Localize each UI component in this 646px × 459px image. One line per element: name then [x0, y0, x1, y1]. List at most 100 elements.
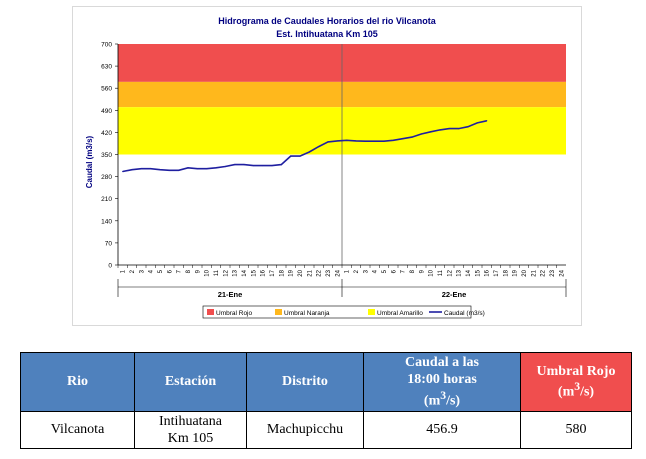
header-caudal-line1: Caudal a las: [405, 354, 479, 370]
cell-estacion: Intihuatana Km 105: [134, 411, 247, 449]
x-tick-label: 15: [475, 269, 481, 276]
y-tick-label: 630: [101, 64, 112, 71]
x-tick-label: 14: [466, 269, 472, 276]
x-tick-label: 21: [531, 269, 537, 276]
x-tick-label: 18: [503, 269, 509, 276]
header-umbral-rojo: Umbral Rojo (m3/s): [520, 352, 632, 412]
x-tick-label: 14: [242, 269, 248, 276]
hydrograph-chart: Hidrograma de Caudales Horarios del rio …: [72, 6, 582, 326]
x-tick-label: 17: [270, 269, 276, 276]
x-tick-label: 23: [326, 269, 332, 276]
x-tick-label: 16: [261, 269, 267, 276]
x-tick-label: 5: [382, 269, 388, 273]
y-axis-label: Caudal (m3/s): [85, 135, 94, 188]
x-tick-label: 1: [121, 269, 127, 273]
table-header-row: Rio Estación Distrito Caudal a las 18:00…: [20, 352, 632, 412]
data-point: [402, 138, 404, 140]
data-point: [280, 164, 282, 166]
legend-label: Umbral Amarillo: [377, 310, 423, 317]
x-tick-label: 21: [307, 269, 313, 276]
x-tick-label: 3: [139, 269, 145, 273]
cell-distrito: Machupicchu: [246, 411, 364, 449]
legend-box: [202, 305, 472, 319]
x-tick-label: 17: [494, 269, 500, 276]
y-tick-label: 0: [108, 263, 112, 270]
header-distrito: Distrito: [246, 352, 364, 412]
legend-label: Umbral Rojo: [216, 310, 253, 317]
data-point: [308, 151, 310, 153]
chart-title: Hidrograma de Caudales Horarios del rio …: [218, 16, 436, 26]
x-tick-label: 10: [205, 269, 211, 276]
data-point: [271, 164, 273, 167]
header-rio: Rio: [20, 352, 135, 412]
x-tick-label: 6: [167, 269, 173, 273]
y-tick-label: 140: [101, 218, 112, 225]
x-tick-label: 11: [438, 269, 444, 276]
x-tick-label: 22: [541, 269, 547, 276]
data-point: [383, 140, 385, 142]
header-caudal-line2: 18:00 horas: [407, 372, 477, 388]
x-tick-label: 20: [522, 269, 528, 276]
data-point: [187, 167, 189, 169]
x-tick-label: 20: [298, 269, 304, 276]
data-point: [243, 164, 245, 166]
legend-swatch: [207, 309, 214, 315]
data-point: [448, 128, 450, 130]
data-point: [215, 167, 217, 169]
data-point: [252, 164, 254, 167]
header-umbral-unit-open: (m: [557, 384, 575, 400]
x-tick-label: 2: [354, 269, 360, 273]
x-tick-label: 16: [485, 269, 491, 276]
x-tick-label: 9: [419, 269, 425, 273]
data-point: [178, 169, 180, 171]
x-tick-label: 7: [401, 269, 407, 273]
header-caudal-unit-close: /s): [446, 393, 461, 409]
x-tick-label: 15: [251, 269, 257, 276]
x-tick-label: 23: [550, 269, 556, 276]
data-point: [224, 165, 226, 168]
x-tick-label: 2: [130, 269, 136, 273]
data-point: [374, 140, 376, 142]
data-point: [467, 126, 469, 128]
chart-subtitle: Est. Intihuatana Km 105: [276, 29, 378, 39]
data-point: [140, 168, 142, 170]
data-point: [159, 169, 161, 171]
data-point: [336, 140, 338, 142]
data-point: [318, 146, 320, 148]
y-tick-label: 420: [101, 130, 112, 137]
x-tick-label: 13: [233, 269, 239, 276]
y-tick-label: 350: [101, 152, 112, 159]
legend-label: Caudal (m3/s): [444, 310, 485, 317]
x-tick-label: 8: [186, 269, 192, 273]
data-point: [364, 140, 366, 142]
x-tick-label: 18: [279, 269, 285, 276]
x-tick-label: 11: [214, 269, 220, 276]
data-point: [206, 168, 208, 170]
x-tick-label: 8: [410, 269, 416, 273]
x-tick-label: 4: [373, 269, 379, 273]
x-tick-label: 3: [363, 269, 369, 273]
y-tick-label: 700: [101, 42, 112, 49]
x-tick-label: 24: [559, 269, 565, 276]
data-point: [411, 136, 413, 138]
x-tick-label: 12: [447, 269, 453, 276]
data-point: [299, 155, 301, 157]
data-point: [346, 139, 348, 141]
x-tick-label: 12: [223, 269, 229, 276]
data-point: [168, 169, 170, 171]
data-point: [196, 168, 198, 170]
x-tick-label: 22: [317, 269, 323, 276]
data-point: [430, 131, 432, 133]
x-tick-label: 7: [177, 269, 183, 273]
header-umbral-superscript: 3: [574, 380, 581, 394]
data-point: [290, 155, 292, 157]
data-point: [355, 140, 357, 142]
x-tick-label: 10: [429, 269, 435, 276]
data-point: [327, 141, 329, 143]
header-estacion: Estación: [134, 352, 247, 412]
x-tick-label: 24: [335, 269, 341, 276]
cell-estacion-line2: Km 105: [167, 431, 214, 446]
chart-svg: Hidrograma de Caudales Horarios del rio …: [85, 16, 567, 319]
series-line-caudal: [122, 120, 487, 173]
data-point: [262, 164, 264, 167]
